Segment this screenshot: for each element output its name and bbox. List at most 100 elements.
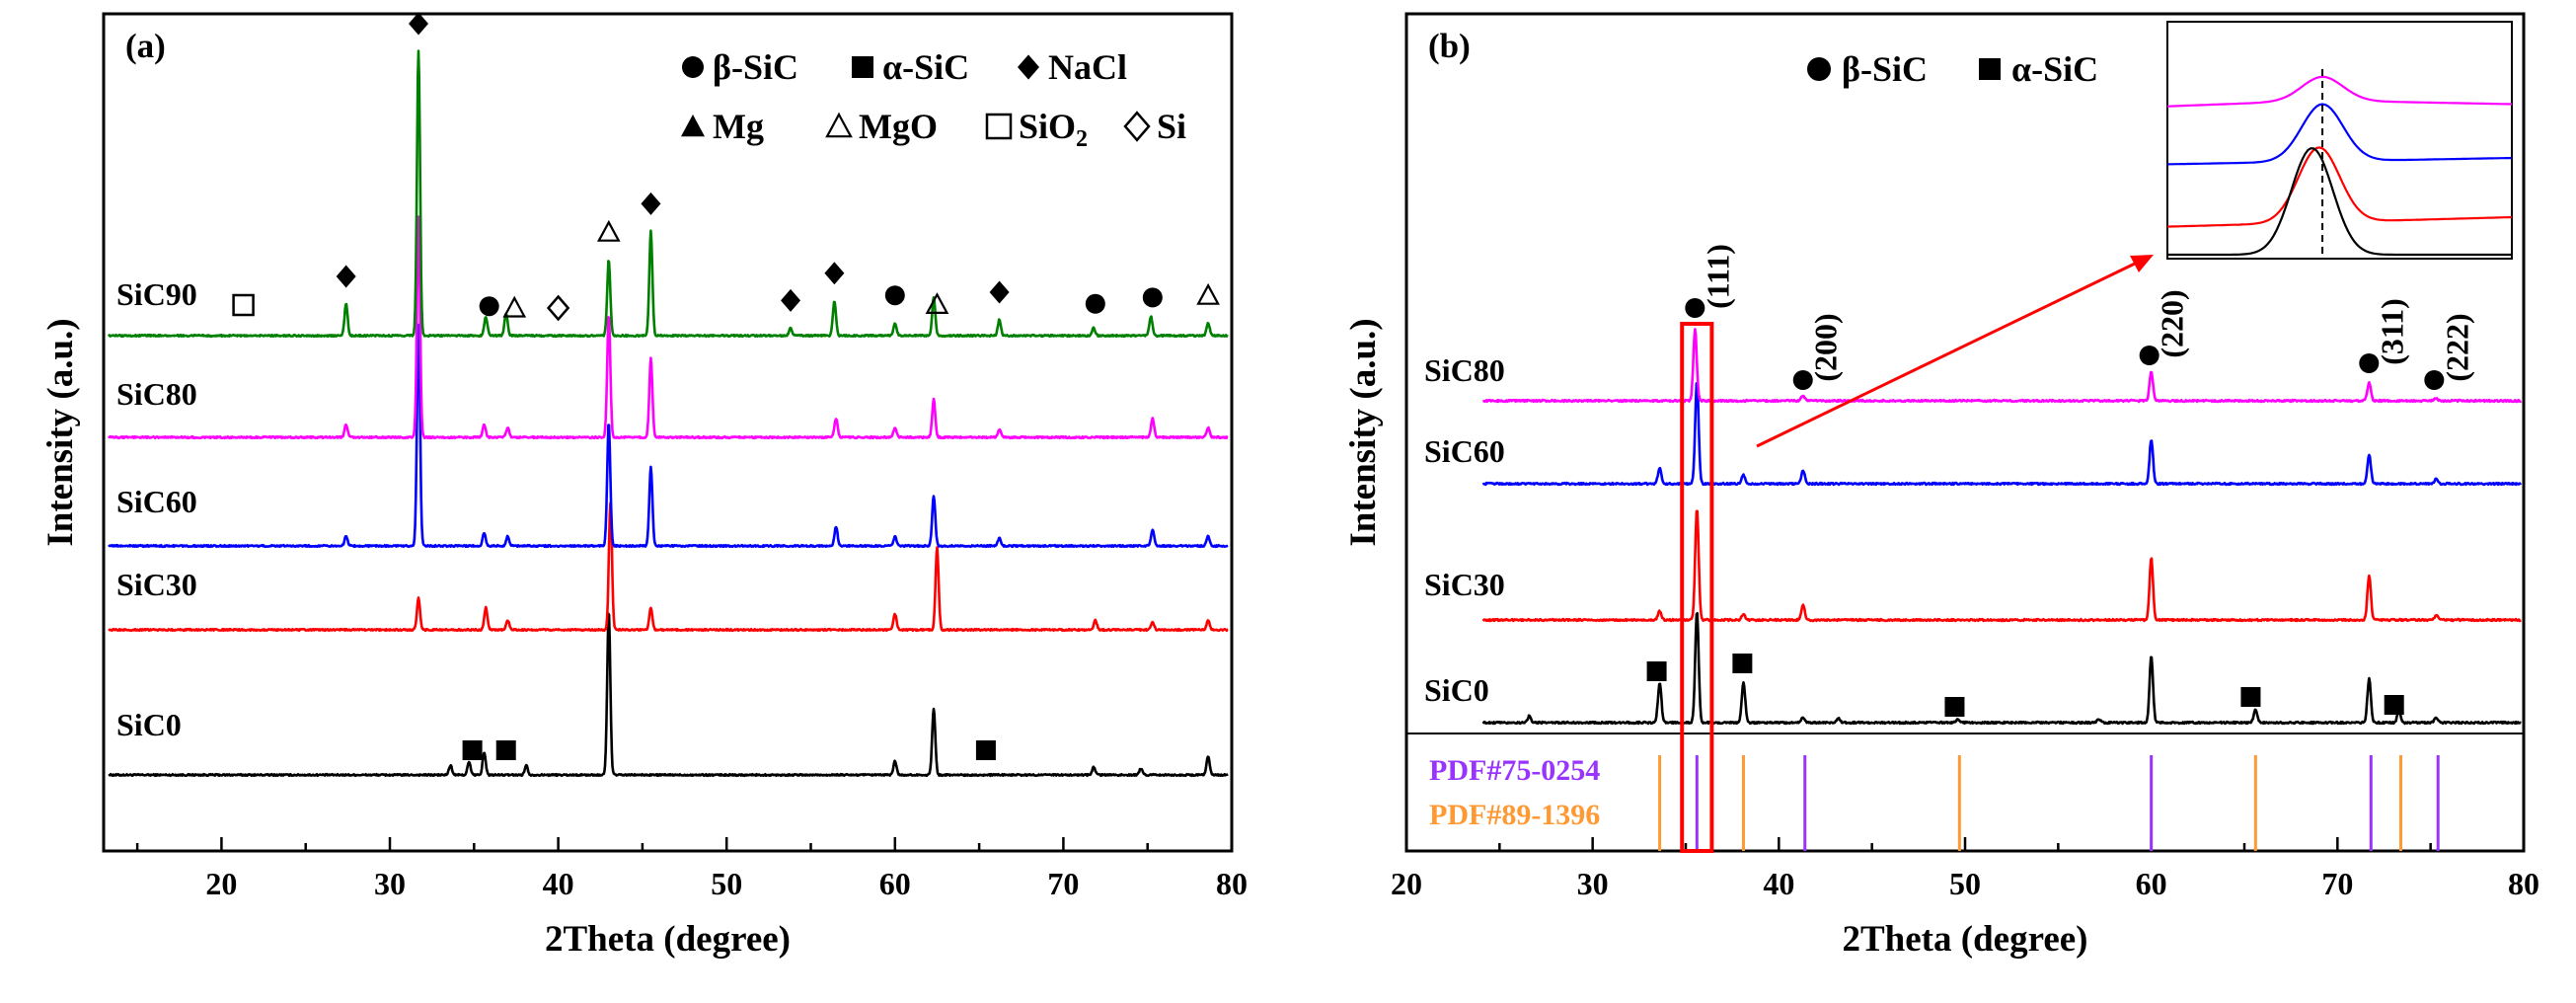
panel-b-x-tick-label: 40 bbox=[1763, 866, 1794, 901]
panel-a-marker-filled-circle bbox=[884, 285, 905, 306]
panel-a-y-axis-label: Intensity (a.u.) bbox=[40, 318, 81, 546]
panel-b-inset-series-sic60 bbox=[2166, 103, 2513, 166]
panel-a-legend-symbol bbox=[985, 113, 1013, 140]
panel-a-marker-filled-diamond bbox=[641, 192, 661, 215]
panel-a-legend-label: Si bbox=[1157, 107, 1186, 146]
panel-b-zoom-arrow bbox=[1756, 261, 2138, 448]
panel-a-legend-symbol bbox=[682, 56, 704, 78]
panel-a-plot-frame bbox=[102, 12, 1234, 853]
panel-a-x-tick-label: 20 bbox=[205, 866, 237, 901]
panel-b-series-label-sic60: SiC60 bbox=[1424, 433, 1505, 469]
panel-b-reference-label: PDF#75-0254 bbox=[1429, 754, 1600, 787]
panel-b-inset-series-sic80 bbox=[2166, 75, 2513, 108]
panel-b-x-tick-label: 60 bbox=[2136, 866, 2167, 901]
panel-b-series-label-sic30: SiC30 bbox=[1424, 567, 1505, 602]
panel-b-legend-label: α-SiC bbox=[2011, 49, 2098, 89]
panel-a-x-tick-label: 30 bbox=[374, 866, 406, 901]
panel-b-alpha-sic-marker bbox=[1732, 654, 1753, 673]
panel-a-panel-label: (a) bbox=[125, 27, 166, 65]
panel-b-reference-label: PDF#89-1396 bbox=[1429, 799, 1600, 831]
panel-b-y-axis-label: Intensity (a.u.) bbox=[1343, 318, 1384, 546]
panel-b-series-label-sic80: SiC80 bbox=[1424, 352, 1505, 388]
panel-a-series-label-sic30: SiC30 bbox=[116, 567, 197, 602]
panel-b-x-tick-label: 30 bbox=[1577, 866, 1609, 901]
panel-b-hkl-label: (111) bbox=[1700, 244, 1735, 309]
panel-a-marker-filled-diamond bbox=[989, 280, 1010, 304]
panel-a-series-sic90 bbox=[107, 49, 1229, 339]
panel-a-x-tick-label: 60 bbox=[879, 866, 911, 901]
panel-a-series-sic80 bbox=[108, 215, 1229, 440]
panel-a-legend-symbol bbox=[681, 115, 705, 137]
panel-b-panel-label: (b) bbox=[1428, 27, 1471, 65]
panel-a-x-axis-label: 2Theta (degree) bbox=[545, 919, 791, 960]
panel-a-series-label-sic0: SiC0 bbox=[116, 707, 182, 742]
panel-a-marker-filled-square bbox=[975, 740, 996, 760]
panel-a-legend-label: MgO bbox=[859, 107, 938, 146]
panel-a-legend-label: Mg bbox=[713, 107, 764, 146]
panel-a-legend-symbol bbox=[825, 112, 853, 138]
panel-a-legend-symbol bbox=[1018, 54, 1039, 80]
panel-a-x-tick-label: 50 bbox=[711, 866, 742, 901]
panel-a-marker-filled-circle bbox=[1142, 287, 1163, 308]
panel-a-legend-label: β-SiC bbox=[713, 47, 798, 87]
panel-b-hkl-label: (222) bbox=[2439, 313, 2474, 381]
panel-a-x-tick-label: 70 bbox=[1047, 866, 1079, 901]
panel-b-hkl-label: (311) bbox=[2374, 298, 2409, 365]
panel-b-x-tick-label: 70 bbox=[2321, 866, 2353, 901]
panel-a-marker-filled-diamond bbox=[781, 288, 801, 312]
panel-b-beta-sic-marker bbox=[2359, 353, 2380, 373]
panel-a-x-tick-label: 80 bbox=[1216, 866, 1248, 901]
panel-a-series-label-sic60: SiC60 bbox=[116, 484, 197, 519]
panel-b-series-label-sic0: SiC0 bbox=[1424, 672, 1489, 708]
panel-a-marker-filled-diamond bbox=[824, 262, 845, 285]
panel-b-x-tick-label: 20 bbox=[1391, 866, 1422, 901]
panel-b-alpha-sic-marker bbox=[2240, 687, 2261, 707]
panel-b-legend-symbol bbox=[1979, 58, 2001, 80]
panel-b-alpha-sic-marker bbox=[1944, 697, 1965, 717]
panel-b-highlight-box bbox=[1680, 322, 1714, 853]
panel-a-series-sic60 bbox=[108, 323, 1229, 549]
panel-b-beta-sic-marker bbox=[2139, 346, 2159, 365]
panel-b-beta-sic-marker bbox=[1685, 298, 1705, 318]
panel-a-legend-label: SiO2 bbox=[1019, 107, 1088, 152]
panel-b-inset-series-sic0 bbox=[2167, 147, 2512, 257]
panel-a: 20 30 40 50 60 70 80 2Theta (degree) Intensity (… bbox=[40, 12, 1248, 960]
panel-b-x-tick-label: 50 bbox=[1949, 866, 1981, 901]
panel-a-marker-open-triangle bbox=[1196, 282, 1220, 305]
panel-b-x-tick-label: 80 bbox=[2508, 866, 2539, 901]
panel-a-series-label-sic80: SiC80 bbox=[116, 376, 197, 412]
panel-a-series-label-sic90: SiC90 bbox=[116, 276, 197, 312]
panel-b-x-axis-label: 2Theta (degree) bbox=[1843, 919, 2088, 960]
panel-b-legend-label: β-SiC bbox=[1842, 49, 1928, 89]
panel-a-x-tick-label: 40 bbox=[543, 866, 574, 901]
panel-b-legend-symbol bbox=[1807, 57, 1831, 81]
panel-a-marker-filled-diamond bbox=[336, 265, 356, 288]
panel-a-marker-open-diamond bbox=[546, 294, 570, 322]
panel-a-series-sic30 bbox=[108, 502, 1229, 633]
panel-b-series-sic80 bbox=[1481, 328, 2523, 404]
panel-a-marker-filled-circle bbox=[1085, 293, 1105, 314]
panel-b: 20 30 40 50 60 70 80 2Theta (degree) Intensity (… bbox=[1343, 12, 2539, 960]
panel-b-zoom-arrowhead bbox=[2130, 255, 2154, 272]
panel-b-inset-frame bbox=[2166, 21, 2513, 260]
panel-a-legend-symbol bbox=[852, 56, 873, 78]
panel-b-series-sic30 bbox=[1481, 509, 2522, 623]
panel-b-hkl-label: (220) bbox=[2155, 289, 2190, 357]
panel-a-marker-open-square bbox=[232, 293, 255, 317]
panel-b-beta-sic-marker bbox=[1792, 370, 1813, 390]
panel-a-legend-label: NaCl bbox=[1048, 47, 1127, 87]
panel-a-marker-filled-circle bbox=[479, 296, 499, 317]
panel-a-legend-symbol bbox=[1123, 111, 1151, 142]
panel-a-marker-filled-diamond bbox=[409, 12, 429, 36]
panel-b-series-sic60 bbox=[1481, 381, 2522, 487]
panel-b-series-sic0 bbox=[1481, 611, 2522, 726]
panel-a-marker-filled-square bbox=[462, 740, 483, 760]
panel-b-beta-sic-marker bbox=[2424, 370, 2445, 390]
panel-a-marker-filled-square bbox=[495, 740, 516, 760]
panel-b-hkl-label: (200) bbox=[1808, 313, 1844, 381]
panel-a-series-sic0 bbox=[108, 612, 1229, 778]
panel-a-legend-label: α-SiC bbox=[882, 47, 969, 87]
panel-a-marker-open-triangle bbox=[502, 295, 527, 318]
panel-a-marker-open-triangle bbox=[925, 292, 949, 314]
